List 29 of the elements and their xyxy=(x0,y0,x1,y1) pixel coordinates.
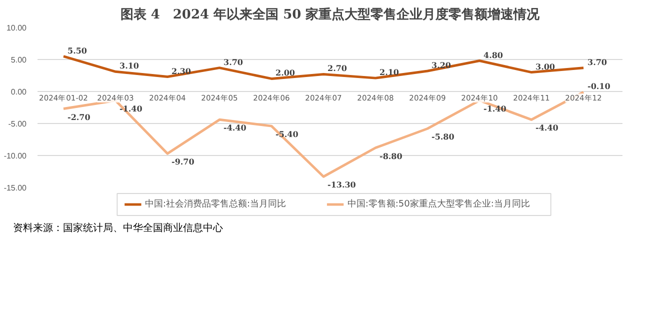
data-label: 4.80 xyxy=(484,50,504,60)
data-label: 3.70 xyxy=(588,56,608,67)
data-label: -13.30 xyxy=(328,180,356,190)
data-label: 5.50 xyxy=(68,45,88,56)
chart-title: 图表 4 2024 年以来全国 50 家重点大型零售企业月度零售额增速情况 xyxy=(120,6,541,22)
y-tick-label: 0.00 xyxy=(10,88,28,96)
data-label: 3.10 xyxy=(120,60,140,71)
text: 资料来源：国家统计局、中华全国商业信息中心 xyxy=(13,222,223,236)
y-tick-label: -5.00 xyxy=(8,120,28,128)
data-label: -9.70 xyxy=(172,156,195,167)
y-tick-label: 10.00 xyxy=(6,24,28,32)
data-label: 2.30 xyxy=(172,66,192,76)
data-label: -2.70 xyxy=(68,112,91,122)
data-label: 2.70 xyxy=(328,63,348,74)
data-label: -5.80 xyxy=(432,132,455,142)
legend-label: 中国:社会消费品零售总额:当月同比 xyxy=(144,198,286,210)
data-label: 3.70 xyxy=(224,56,244,67)
y-tick-label: -15.00 xyxy=(4,184,28,192)
legend-label: 中国:零售额:50家重点大型零售企业:当月同比 xyxy=(347,198,530,210)
y-tick-label: -10.00 xyxy=(4,152,28,160)
data-label: -4.40 xyxy=(536,122,559,133)
data-label: 2.00 xyxy=(276,68,296,78)
data-label: 3.20 xyxy=(432,60,452,70)
data-label: -8.80 xyxy=(380,150,403,161)
data-label: -0.10 xyxy=(588,81,611,92)
data-label: 3.00 xyxy=(536,61,556,72)
data-label: -4.40 xyxy=(224,122,247,133)
y-tick-label: 5.00 xyxy=(10,56,28,64)
data-label: 2.10 xyxy=(380,67,400,78)
